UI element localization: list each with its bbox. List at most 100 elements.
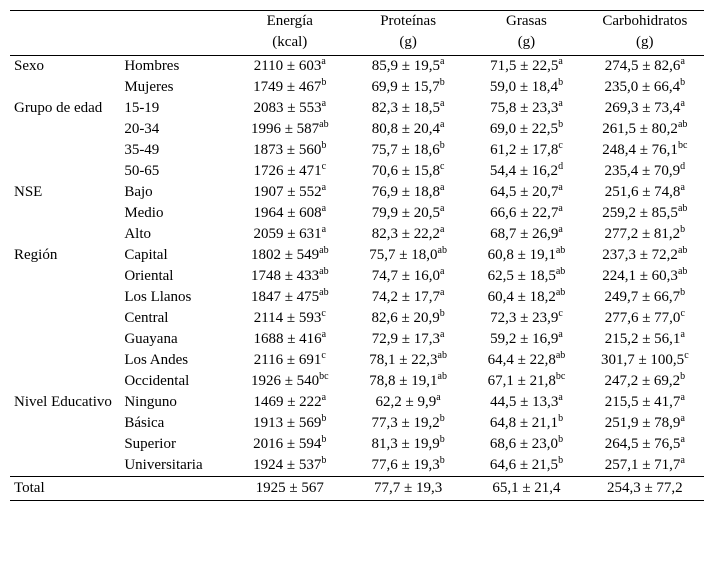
value-cell: 2110 ± 603a — [231, 56, 349, 78]
value-cell: 254,3 ± 77,2 — [586, 477, 704, 501]
value-cell: 2083 ± 553a — [231, 98, 349, 119]
superscript-letter: c — [440, 161, 444, 172]
superscript-letter: b — [321, 434, 326, 445]
col-unit-proteinas: (g) — [349, 32, 467, 56]
superscript-letter: c — [558, 308, 562, 319]
superscript-letter: bc — [319, 371, 328, 382]
value-cell: 1802 ± 549ab — [231, 245, 349, 266]
superscript-letter: b — [558, 413, 563, 424]
table-row: NSEBajo1907 ± 552a76,9 ± 18,8a64,5 ± 20,… — [10, 182, 704, 203]
superscript-letter: ab — [438, 371, 447, 382]
value-cell: 70,6 ± 15,8c — [349, 161, 467, 182]
value-cell: 301,7 ± 100,5c — [586, 350, 704, 371]
superscript-letter: ab — [319, 287, 328, 298]
superscript-letter: b — [321, 77, 326, 88]
superscript-letter: ab — [438, 350, 447, 361]
value-cell: 74,7 ± 16,0a — [349, 266, 467, 287]
superscript-letter: ab — [556, 287, 565, 298]
table-row: Superior2016 ± 594b81,3 ± 19,9b68,6 ± 23… — [10, 434, 704, 455]
superscript-letter: a — [680, 329, 684, 340]
superscript-letter: b — [558, 455, 563, 466]
value-cell: 77,3 ± 19,2b — [349, 413, 467, 434]
col-header-energia: Energía — [231, 11, 349, 33]
value-cell: 2116 ± 691c — [231, 350, 349, 371]
level-label: 50-65 — [120, 161, 230, 182]
value-cell: 1924 ± 537b — [231, 455, 349, 477]
value-cell: 1847 ± 475ab — [231, 287, 349, 308]
value-cell: 72,3 ± 23,9c — [467, 308, 585, 329]
table-row: 50-651726 ± 471c70,6 ± 15,8c54,4 ± 16,2d… — [10, 161, 704, 182]
value-cell: 59,2 ± 16,9a — [467, 329, 585, 350]
superscript-letter: c — [558, 140, 562, 151]
value-cell: 78,8 ± 19,1ab — [349, 371, 467, 392]
superscript-letter: a — [558, 392, 562, 403]
group-label: Sexo — [10, 56, 120, 78]
value-cell: 64,4 ± 22,8ab — [467, 350, 585, 371]
superscript-letter: a — [440, 329, 444, 340]
value-cell: 60,4 ± 18,2ab — [467, 287, 585, 308]
value-cell: 1688 ± 416a — [231, 329, 349, 350]
group-label — [10, 287, 120, 308]
value-cell: 64,5 ± 20,7a — [467, 182, 585, 203]
table-row: Central2114 ± 593c82,6 ± 20,9b72,3 ± 23,… — [10, 308, 704, 329]
superscript-letter: a — [558, 98, 562, 109]
group-label — [10, 455, 120, 477]
table-row: Guayana1688 ± 416a72,9 ± 17,3a59,2 ± 16,… — [10, 329, 704, 350]
group-label: Grupo de edad — [10, 98, 120, 119]
value-cell: 257,1 ± 71,7a — [586, 455, 704, 477]
table-row: Grupo de edad15-192083 ± 553a82,3 ± 18,5… — [10, 98, 704, 119]
value-cell: 60,8 ± 19,1ab — [467, 245, 585, 266]
level-label: Bajo — [120, 182, 230, 203]
superscript-letter: ab — [678, 119, 687, 130]
value-cell: 80,8 ± 20,4a — [349, 119, 467, 140]
col-unit-grasas: (g) — [467, 32, 585, 56]
level-label: Mujeres — [120, 77, 230, 98]
table-row: Los Llanos1847 ± 475ab74,2 ± 17,7a60,4 ±… — [10, 287, 704, 308]
superscript-letter: a — [558, 203, 562, 214]
superscript-letter: ab — [556, 245, 565, 256]
value-cell: 54,4 ± 16,2d — [467, 161, 585, 182]
level-label: Los Andes — [120, 350, 230, 371]
value-cell: 81,3 ± 19,9b — [349, 434, 467, 455]
superscript-letter: c — [684, 350, 688, 361]
col-header-carbohidratos: Carbohidratos — [586, 11, 704, 33]
superscript-letter: c — [322, 161, 326, 172]
col-unit-carbohidratos: (g) — [586, 32, 704, 56]
value-cell: 65,1 ± 21,4 — [467, 477, 585, 501]
value-cell: 235,4 ± 70,9d — [586, 161, 704, 182]
level-label: Alto — [120, 224, 230, 245]
level-label: Guayana — [120, 329, 230, 350]
value-cell: 215,2 ± 56,1a — [586, 329, 704, 350]
superscript-letter: a — [440, 224, 444, 235]
superscript-letter: b — [321, 140, 326, 151]
level-label: Capital — [120, 245, 230, 266]
value-cell: 224,1 ± 60,3ab — [586, 266, 704, 287]
table-row: Mujeres1749 ± 467b69,9 ± 15,7b59,0 ± 18,… — [10, 77, 704, 98]
level-label: 15-19 — [120, 98, 230, 119]
value-cell: 1469 ± 222a — [231, 392, 349, 413]
table-row: Básica1913 ± 569b77,3 ± 19,2b64,8 ± 21,1… — [10, 413, 704, 434]
level-label: Superior — [120, 434, 230, 455]
group-label: NSE — [10, 182, 120, 203]
group-label — [10, 161, 120, 182]
value-cell: 235,0 ± 66,4b — [586, 77, 704, 98]
value-cell: 248,4 ± 76,1bc — [586, 140, 704, 161]
superscript-letter: a — [322, 98, 326, 109]
value-cell: 64,6 ± 21,5b — [467, 455, 585, 477]
value-cell: 1926 ± 540bc — [231, 371, 349, 392]
col-header-proteinas: Proteínas — [349, 11, 467, 33]
superscript-letter: b — [440, 140, 445, 151]
value-cell: 261,5 ± 80,2ab — [586, 119, 704, 140]
group-label — [10, 350, 120, 371]
value-cell: 64,8 ± 21,1b — [467, 413, 585, 434]
superscript-letter: a — [440, 182, 444, 193]
superscript-letter: a — [558, 224, 562, 235]
value-cell: 68,6 ± 23,0b — [467, 434, 585, 455]
superscript-letter: ab — [319, 119, 328, 130]
superscript-letter: a — [558, 329, 562, 340]
superscript-letter: b — [680, 371, 685, 382]
level-label: 35-49 — [120, 140, 230, 161]
superscript-letter: ab — [556, 350, 565, 361]
col-unit-energia: (kcal) — [231, 32, 349, 56]
superscript-letter: b — [558, 434, 563, 445]
